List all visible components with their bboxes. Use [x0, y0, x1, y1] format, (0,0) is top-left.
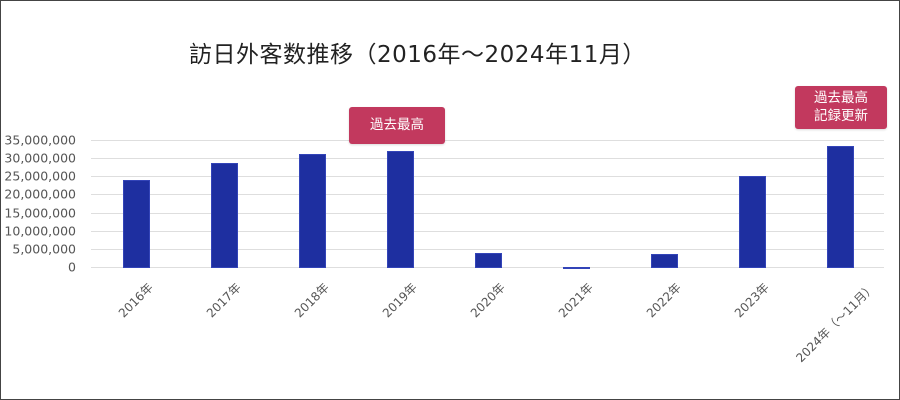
bar: [299, 153, 326, 268]
gridline: [91, 213, 884, 214]
gridline: [91, 231, 884, 232]
callout-text: 過去最高: [370, 117, 424, 133]
chart-title: 訪日外客数推移（2016年～2024年11月）: [189, 42, 646, 68]
gridline: [91, 140, 884, 141]
y-tick-label: 35,000,000: [4, 132, 76, 148]
bar: [123, 180, 150, 268]
gridline: [91, 249, 884, 250]
bar: [387, 151, 414, 268]
y-tick-label: 5,000,000: [12, 241, 76, 257]
record-callout-2024: 過去最高 記録更新: [795, 86, 887, 129]
bar: [475, 253, 502, 268]
gridline: [91, 194, 884, 195]
x-tick-label: 2021年: [555, 280, 596, 321]
bar: [563, 267, 590, 269]
y-tick-label: 10,000,000: [4, 223, 76, 239]
x-tick-label: 2016年: [115, 280, 156, 321]
gridline: [91, 176, 884, 177]
y-tick-label: 20,000,000: [4, 186, 76, 202]
bar: [211, 163, 238, 268]
bar: [739, 176, 766, 268]
x-tick-label: 2024年（～11月）: [793, 280, 879, 366]
y-tick-label: 0: [68, 259, 76, 275]
record-callout-2019: 過去最高: [349, 107, 445, 144]
y-tick-label: 30,000,000: [4, 150, 76, 166]
x-tick-label: 2019年: [379, 280, 420, 321]
bar: [651, 254, 678, 268]
x-tick-label: 2022年: [643, 280, 684, 321]
x-tick-label: 2023年: [731, 280, 772, 321]
callout-text-line2: 記録更新: [814, 108, 868, 124]
bar: [827, 145, 854, 268]
y-tick-label: 15,000,000: [4, 205, 76, 221]
x-tick-label: 2017年: [203, 280, 244, 321]
gridline: [91, 158, 884, 159]
x-tick-label: 2018年: [291, 280, 332, 321]
callout-text-line1: 過去最高: [814, 90, 868, 106]
x-tick-label: 2020年: [467, 280, 508, 321]
y-tick-label: 25,000,000: [4, 168, 76, 184]
